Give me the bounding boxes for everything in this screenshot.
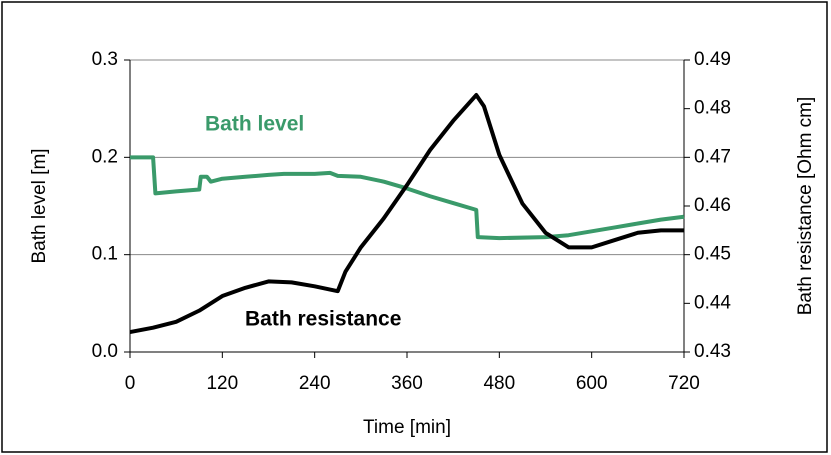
x-tick-label: 480	[483, 373, 515, 394]
y2-tick-label: 0.48	[694, 98, 731, 119]
x-tick-label: 720	[668, 373, 700, 394]
y2-tick-label: 0.45	[694, 244, 731, 265]
series-label: Bath resistance	[245, 308, 401, 331]
y2-tick-label: 0.46	[694, 195, 731, 216]
data-line	[129, 93, 684, 335]
x-tick-label: 360	[391, 373, 423, 394]
series-label: Bath level	[205, 113, 304, 136]
y2-tick-label: 0.47	[694, 146, 731, 167]
y2-tick-label: 0.44	[694, 292, 731, 313]
x-tick-label: 0	[125, 373, 136, 394]
x-tick-label: 120	[206, 373, 238, 394]
x-tick-label: 240	[299, 373, 331, 394]
y2-tick-label: 0.43	[694, 341, 731, 362]
x-axis-label: Time [min]	[363, 417, 451, 438]
y-tick-label: 0.3	[92, 49, 118, 70]
y2-axis-label: Bath resistance [Ohm cm]	[795, 97, 816, 316]
y-tick-label: 0.0	[92, 341, 118, 362]
x-tick-label: 600	[576, 373, 608, 394]
y-tick-label: 0.2	[92, 146, 118, 167]
data-line	[130, 155, 685, 241]
y-axis-label: Bath level [m]	[29, 148, 50, 263]
y2-tick-label: 0.49	[694, 49, 731, 70]
y-tick-label: 0.1	[92, 244, 118, 265]
